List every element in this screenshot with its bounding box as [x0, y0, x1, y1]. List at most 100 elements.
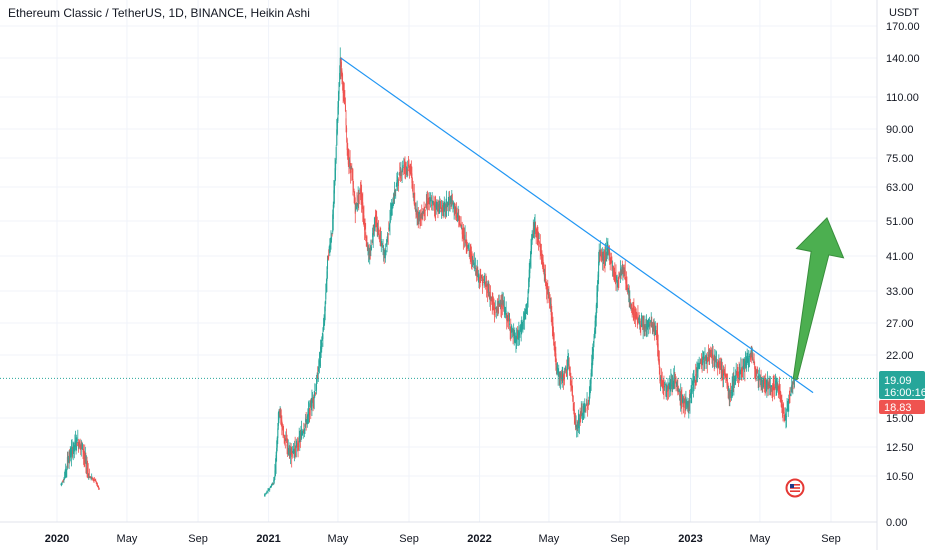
- candle-body: [729, 391, 731, 396]
- candle-body: [677, 390, 679, 392]
- candle-body: [442, 205, 444, 212]
- chart-title: Ethereum Classic / TetherUS, 1D, BINANCE…: [8, 6, 310, 20]
- candle-body: [318, 360, 320, 365]
- candle-body: [751, 355, 753, 357]
- candle-body: [776, 383, 778, 388]
- candle-body: [503, 306, 505, 312]
- candle-body: [744, 367, 746, 370]
- candle-body: [450, 202, 452, 207]
- candle-body: [619, 272, 621, 277]
- candle-body: [355, 203, 357, 207]
- candle-body: [577, 419, 579, 423]
- candle-body: [351, 171, 353, 173]
- candle-body: [306, 416, 308, 419]
- candle-body: [306, 419, 308, 423]
- candle-body: [432, 201, 434, 203]
- candle-body: [387, 233, 389, 239]
- candle-body: [602, 254, 604, 260]
- candle-body: [422, 212, 424, 215]
- candle-body: [95, 481, 97, 484]
- candle-body: [466, 247, 468, 249]
- candle-body: [435, 203, 437, 208]
- candle-body: [92, 478, 94, 480]
- candle-body: [680, 394, 682, 399]
- candle-body: [470, 254, 472, 260]
- candle-body: [631, 304, 633, 308]
- candle-body: [513, 332, 515, 334]
- candle-body: [533, 222, 535, 233]
- candle-body: [606, 247, 608, 251]
- candle-body: [658, 354, 660, 363]
- candle-body: [611, 265, 613, 268]
- candle-body: [786, 408, 788, 410]
- candle-body: [490, 295, 492, 301]
- candle-body: [510, 329, 512, 331]
- candle-body: [676, 382, 678, 385]
- candle-body: [351, 176, 353, 178]
- candle-body: [548, 294, 550, 298]
- candle-body: [447, 201, 449, 206]
- candle-body: [385, 250, 387, 255]
- candle-body: [472, 256, 474, 262]
- candle-body: [69, 451, 71, 457]
- candle-body: [685, 401, 687, 403]
- candle-body: [277, 412, 279, 426]
- candle-body: [617, 280, 619, 282]
- candle-body: [380, 239, 382, 241]
- candle-body: [266, 491, 268, 493]
- candle-body: [646, 322, 648, 329]
- price-axis[interactable]: USDT 170.00 140.00 110.00 90.00 75.00 63.00 51.…: [886, 7, 920, 529]
- candle-body: [752, 357, 754, 360]
- candle-body: [777, 385, 779, 387]
- candle-body: [758, 374, 760, 381]
- candle-body: [425, 202, 427, 205]
- trendline: [340, 57, 814, 394]
- candle-body: [694, 378, 696, 382]
- candle-body: [664, 386, 666, 388]
- candle-body: [489, 294, 491, 297]
- candle-body: [769, 385, 771, 387]
- candle-body: [325, 292, 327, 300]
- candle-body: [417, 212, 419, 219]
- candle-body: [269, 487, 271, 488]
- candle-body: [765, 383, 767, 387]
- time-axis[interactable]: 2020 May Sep 2021 May Sep 2022 May Sep 2023 May Sep: [45, 533, 841, 545]
- candle-body: [288, 448, 290, 450]
- candle-body: [621, 267, 623, 270]
- candle-body: [281, 427, 283, 429]
- candle-body: [70, 455, 72, 457]
- candle-body: [472, 258, 474, 260]
- candle-body: [85, 462, 87, 465]
- candle-body: [369, 252, 371, 254]
- candle-body: [481, 279, 483, 281]
- candle-body: [591, 362, 593, 372]
- candle-body: [390, 212, 392, 215]
- candle-body: [536, 230, 538, 235]
- candle-body: [455, 209, 457, 218]
- candle-body: [694, 380, 696, 382]
- candle-body: [344, 100, 346, 105]
- candle-body: [476, 270, 478, 274]
- candle-body: [616, 277, 618, 282]
- candle-body: [511, 327, 513, 330]
- us-flag-icon[interactable]: [785, 478, 805, 498]
- candle-body: [510, 326, 512, 332]
- candle-body: [773, 386, 775, 390]
- candle-body: [735, 372, 737, 379]
- candle-body: [488, 292, 490, 298]
- candle-body: [350, 163, 352, 173]
- candle-body: [746, 358, 748, 365]
- candle-body: [434, 204, 436, 208]
- candle-body: [321, 342, 323, 349]
- candle-body: [572, 396, 574, 403]
- candle-body: [633, 308, 635, 315]
- time-tick-label: May: [539, 533, 560, 545]
- candle-body: [707, 357, 709, 362]
- candle-body: [757, 369, 759, 372]
- candle-body: [428, 199, 430, 201]
- candle-body: [539, 244, 541, 253]
- candle-body: [632, 310, 634, 312]
- candle-body: [446, 203, 448, 207]
- candle-body: [343, 91, 345, 96]
